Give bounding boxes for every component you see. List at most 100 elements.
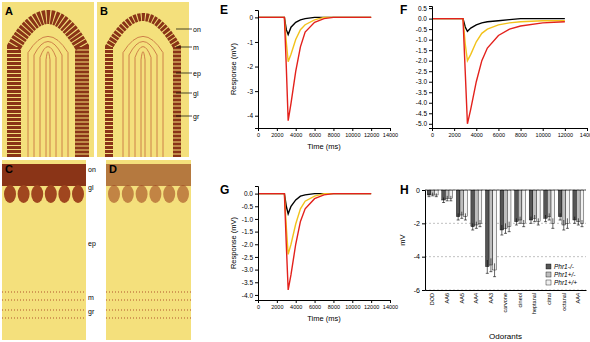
bar [456,190,460,217]
layer-label: on [88,166,96,173]
y-tick: 0.0 [244,190,258,197]
error-bar-cap [471,230,474,231]
x-axis: 02000400060008000100001200014000 [257,128,398,138]
error-bar-stem [552,218,553,228]
x-axis-title: Time (ms) [307,314,341,323]
bar [515,190,519,222]
y-tick-label: -6 [414,287,420,294]
y-tick-label: -3.5 [416,89,428,96]
y-tick: -1.0 [416,36,432,43]
y-tick: 0.5 [418,5,432,12]
plot-area [432,19,565,124]
plot-area [427,190,584,277]
x-tick: AA3 [488,290,494,303]
error-bar-stem [487,260,488,273]
layer-label: gl [193,90,199,98]
y-tick-label: -4 [414,253,420,260]
x-tick: 6000 [493,128,505,138]
x-tick: 4000 [471,128,483,138]
bar [522,190,526,223]
tissue-line [46,52,50,157]
error-bar-cap [486,273,489,274]
y-tick: -1.5 [416,47,432,54]
grid-line [425,256,586,257]
y-tick-label: -0.5 [416,26,428,33]
y-tick-mark [255,91,258,92]
pointer-line [176,73,192,74]
x-tick: AA6 [444,290,450,303]
panel-label: D [109,163,117,175]
y-axis: 0.0-0.5-1.0-1.5-2.0-2.5-3.0-3.5-4.0 [242,187,259,301]
error-bar [573,217,576,224]
x-tick-mark [333,300,334,303]
x-tick-label: 14000 [383,304,398,310]
y-tick-mark [255,257,258,258]
error-bar [431,193,434,196]
error-bar [475,222,478,229]
x-tick-mark [498,128,499,131]
x-tick-label: 4000 [290,304,302,310]
legend: Phr1-/-Phr1+/-Phr1+/+ [546,263,577,286]
x-tick-label: 10000 [536,132,551,138]
x-tick-label: 14000 [580,132,590,138]
error-bar-cap [460,218,463,219]
tissue-line [106,309,191,310]
legend-label: Phr1+/- [554,271,576,278]
x-tick-label: AA6 [444,293,450,303]
image-panel: A [2,2,94,157]
y-tick-label: -2.5 [416,68,428,75]
y-tick: 0 [416,187,425,194]
error-bar [479,220,482,227]
error-bar-stem [545,215,546,222]
x-tick-mark [296,300,297,303]
y-tick: 0.0 [418,15,432,22]
panel-label: F [400,3,407,17]
error-bar [515,218,518,225]
y-tick-mark [422,290,425,291]
y-tick: 0 [249,14,258,21]
error-bar-stem [563,220,564,230]
error-bar-cap [562,230,565,231]
bar [464,190,468,217]
error-bar-stem [534,215,535,222]
image-panel: Conglepmgr [2,160,96,340]
x-tick-label: heptanal [531,293,537,314]
x-tick-mark [371,128,372,131]
error-bar-stem [523,220,524,227]
error-bar [580,220,583,227]
error-bar-cap [508,231,511,232]
y-tick-mark [429,40,432,41]
y-tick-label: -1.0 [242,216,254,223]
pointer-line [176,29,192,30]
error-bar [508,222,511,232]
y-tick: -4 [414,253,425,260]
x-tick-label: 6000 [493,132,505,138]
y-tick: -2.5 [242,254,258,261]
x-tick-mark [521,128,522,131]
error-bar-stem [436,193,437,196]
x-tick: 0 [257,128,260,138]
x-tick-mark [390,128,391,131]
error-bar-stem [549,213,550,220]
error-bar-cap [493,276,496,277]
x-tick: AA4 [473,290,479,303]
y-tick-label: -2.0 [416,57,428,64]
layer-label: m [88,294,94,301]
x-tick-mark [333,128,334,131]
x-tick: 14000 [580,128,590,138]
error-bar [577,218,580,225]
y-tick-label: 0.0 [244,190,253,197]
bar [558,190,562,217]
y-tick-label: -2.0 [242,241,254,248]
y-tick-label: 0 [249,14,253,21]
x-tick: 2000 [271,300,283,310]
response-line [258,17,371,120]
x-tick: 0 [431,128,434,138]
y-tick: -3.0 [416,78,432,85]
x-axis-line [426,290,587,291]
y-tick-mark [255,116,258,117]
x-tick-mark [390,300,391,303]
tissue-layer [106,164,191,186]
tissue-line [2,291,86,292]
x-tick-label: 10000 [345,304,360,310]
